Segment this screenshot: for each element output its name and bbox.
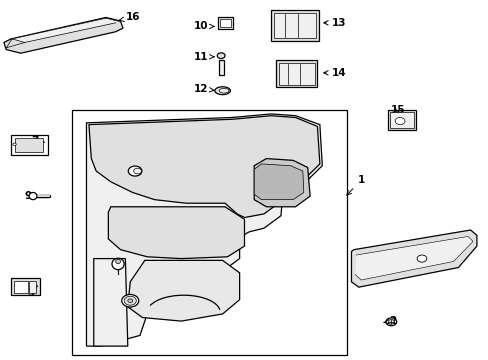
Ellipse shape bbox=[219, 88, 228, 93]
Text: 2: 2 bbox=[383, 316, 396, 326]
Text: 4: 4 bbox=[114, 307, 124, 319]
Polygon shape bbox=[94, 258, 127, 346]
Ellipse shape bbox=[217, 53, 224, 59]
Ellipse shape bbox=[124, 296, 136, 305]
Bar bbox=[29, 281, 36, 293]
Ellipse shape bbox=[116, 259, 120, 264]
Ellipse shape bbox=[385, 318, 396, 326]
Bar bbox=[217, 18, 233, 29]
Bar bbox=[389, 112, 413, 128]
Polygon shape bbox=[86, 114, 322, 346]
Ellipse shape bbox=[387, 319, 394, 324]
Bar bbox=[11, 135, 47, 155]
Text: 1: 1 bbox=[346, 175, 364, 195]
Ellipse shape bbox=[29, 193, 37, 200]
Bar bbox=[218, 60, 223, 75]
Polygon shape bbox=[351, 230, 476, 287]
Polygon shape bbox=[127, 260, 239, 321]
Ellipse shape bbox=[13, 143, 16, 145]
Text: 6: 6 bbox=[114, 166, 127, 176]
Polygon shape bbox=[254, 158, 309, 207]
Ellipse shape bbox=[128, 166, 142, 176]
Text: 8: 8 bbox=[364, 256, 390, 267]
Bar bbox=[11, 278, 40, 296]
Bar bbox=[220, 19, 230, 27]
Text: 13: 13 bbox=[323, 18, 346, 28]
Ellipse shape bbox=[127, 299, 132, 302]
Text: 9: 9 bbox=[24, 191, 37, 201]
Bar bbox=[278, 63, 314, 85]
Text: 11: 11 bbox=[193, 52, 214, 62]
Polygon shape bbox=[254, 164, 303, 200]
Ellipse shape bbox=[122, 294, 139, 307]
Bar bbox=[276, 60, 317, 87]
Ellipse shape bbox=[214, 87, 230, 95]
Ellipse shape bbox=[394, 117, 404, 125]
Text: 12: 12 bbox=[193, 84, 214, 94]
Ellipse shape bbox=[133, 168, 141, 174]
Ellipse shape bbox=[112, 258, 124, 270]
Bar bbox=[387, 111, 415, 130]
Text: 3: 3 bbox=[27, 286, 37, 297]
Bar bbox=[72, 111, 346, 355]
Text: 5: 5 bbox=[102, 274, 115, 285]
Polygon shape bbox=[108, 207, 244, 258]
Text: 7: 7 bbox=[32, 136, 44, 146]
Text: 16: 16 bbox=[119, 13, 140, 22]
Bar bbox=[273, 13, 316, 38]
Text: 15: 15 bbox=[389, 105, 404, 115]
Bar bbox=[15, 138, 43, 152]
Polygon shape bbox=[12, 18, 120, 42]
Bar bbox=[14, 281, 28, 293]
Ellipse shape bbox=[416, 255, 426, 262]
Text: 10: 10 bbox=[193, 21, 214, 31]
Polygon shape bbox=[89, 116, 319, 217]
Polygon shape bbox=[355, 237, 472, 280]
Bar bbox=[271, 10, 318, 41]
Polygon shape bbox=[4, 18, 122, 53]
Text: 14: 14 bbox=[323, 68, 346, 78]
